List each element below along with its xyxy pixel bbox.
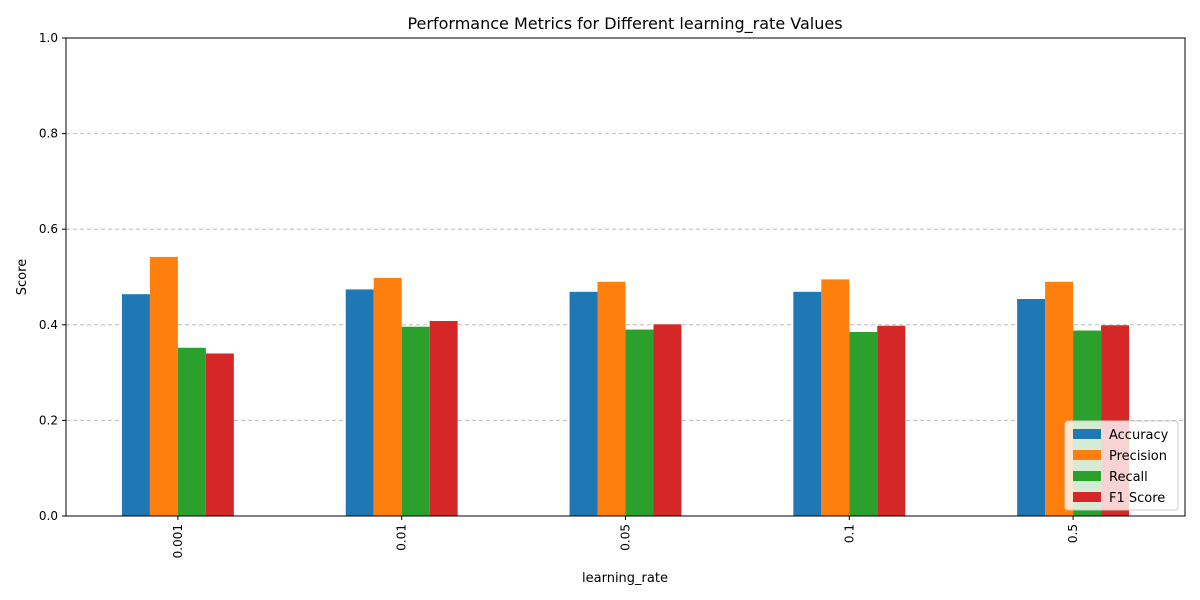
chart-title: Performance Metrics for Different learni… <box>407 14 842 34</box>
bar-f1-score <box>205 353 234 516</box>
x-axis-label: learning_rate <box>582 571 668 586</box>
legend-label: Accuracy <box>1109 428 1169 443</box>
bar-accuracy <box>569 291 598 516</box>
bar-precision <box>597 281 626 516</box>
y-tick-label: 0.2 <box>39 413 58 427</box>
bar-accuracy <box>793 291 822 516</box>
legend-swatch-f1-score <box>1073 492 1101 502</box>
y-tick-label: 1.0 <box>39 31 58 45</box>
y-axis-label: Score <box>15 259 30 295</box>
x-axis: 0.001 0.01 0.05 0.1 0.5 <box>171 516 1080 558</box>
legend-swatch-precision <box>1073 450 1101 460</box>
legend: Accuracy Precision Recall F1 Score <box>1064 420 1179 511</box>
legend-swatch-recall <box>1073 471 1101 481</box>
legend-label: F1 Score <box>1109 491 1165 506</box>
legend-label: Precision <box>1109 449 1167 464</box>
legend-swatch-accuracy <box>1073 429 1101 439</box>
x-tick-label: 0.1 <box>842 524 856 543</box>
bar-precision <box>373 277 402 516</box>
bar-recall <box>849 331 878 516</box>
bar-f1-score <box>877 325 906 516</box>
y-tick-label: 0.0 <box>39 509 58 523</box>
y-tick-label: 0.4 <box>39 318 58 332</box>
grid-lines <box>66 133 1185 421</box>
y-axis: 0.0 0.2 0.4 0.6 0.8 1.0 <box>39 31 66 523</box>
bar-f1-score <box>429 320 458 516</box>
bar-precision <box>821 279 850 516</box>
legend-label: Recall <box>1109 470 1148 485</box>
bar-recall <box>177 347 206 516</box>
y-tick-label: 0.8 <box>39 127 58 141</box>
y-tick-label: 0.6 <box>39 222 58 236</box>
bar-recall <box>625 329 654 516</box>
bar-accuracy <box>1017 298 1046 516</box>
bar-precision <box>149 256 178 516</box>
bar-recall <box>401 326 430 516</box>
bar-accuracy <box>345 289 374 516</box>
x-tick-label: 0.5 <box>1066 524 1080 543</box>
bar-accuracy <box>121 294 150 516</box>
x-tick-label: 0.001 <box>171 524 185 558</box>
bar-f1-score <box>653 324 682 516</box>
x-tick-label: 0.01 <box>395 524 409 551</box>
x-tick-label: 0.05 <box>619 524 633 551</box>
legend-box <box>1064 420 1179 511</box>
